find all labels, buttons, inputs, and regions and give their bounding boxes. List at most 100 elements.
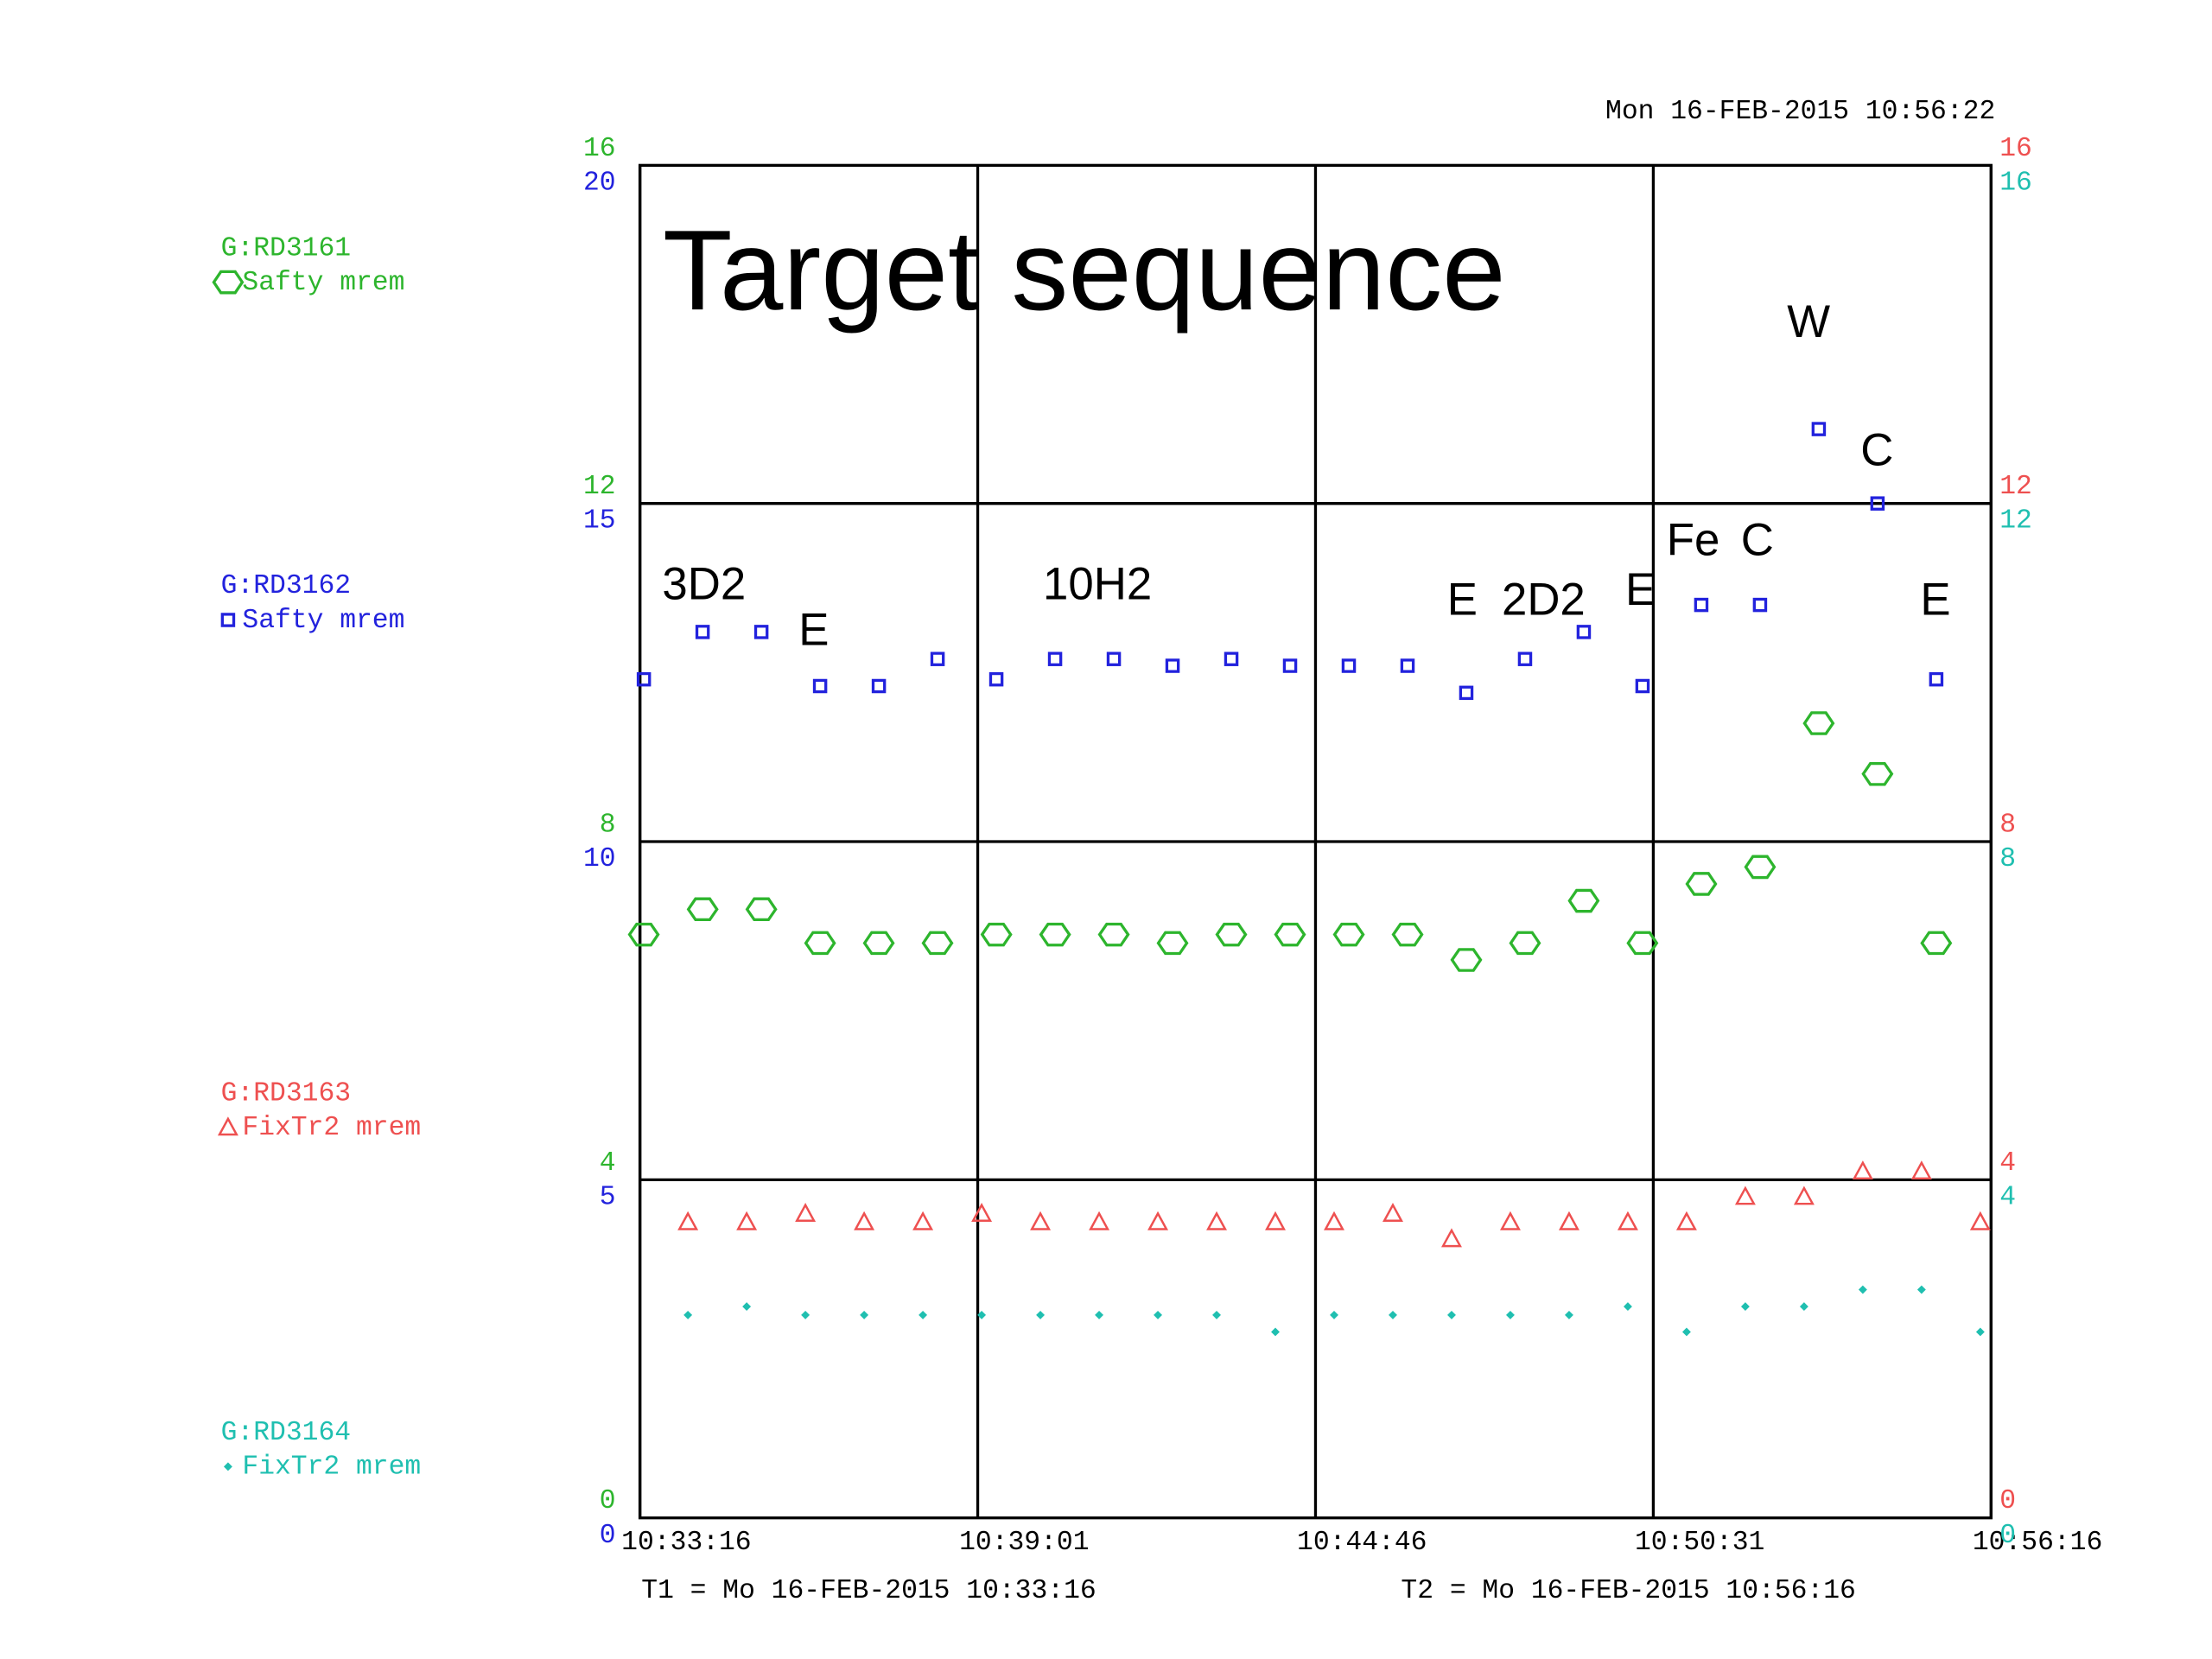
y-tick-label: 12 (583, 472, 616, 502)
x-tick-label: 10:33:16 (621, 1528, 751, 1558)
marker-square (1459, 685, 1474, 701)
timestamp: Mon 16-FEB-2015 10:56:22 (1605, 97, 1995, 127)
marker-square (1341, 658, 1357, 673)
annotation: W (1787, 296, 1830, 347)
marker-diamond (1271, 1327, 1280, 1337)
marker-hexagon (862, 931, 895, 956)
y-tick-label: 10 (583, 844, 616, 874)
marker-hexagon (1861, 761, 1894, 786)
marker-triangle (1852, 1160, 1873, 1180)
marker-hexagon (1509, 931, 1541, 956)
marker-hexagon (686, 897, 719, 922)
marker-triangle (1910, 1160, 1932, 1180)
marker-diamond (1916, 1285, 1926, 1294)
marker-diamond (1506, 1310, 1515, 1319)
marker-diamond (860, 1310, 869, 1319)
marker-hexagon (1039, 922, 1071, 947)
annotation: E (1920, 575, 1950, 626)
y-tick-label: 5 (600, 1182, 616, 1212)
marker-diamond (801, 1310, 810, 1319)
y-tick-label: 12 (1999, 506, 2032, 537)
marker-diamond (977, 1310, 987, 1319)
legend-marker (217, 1116, 238, 1136)
marker-square (1224, 652, 1239, 666)
marker-diamond (1095, 1310, 1104, 1319)
marker-diamond (1036, 1310, 1046, 1319)
marker-triangle (1969, 1211, 1991, 1230)
marker-triangle (1030, 1211, 1052, 1230)
marker-square (1047, 652, 1063, 666)
marker-square (812, 678, 828, 694)
marker-diamond (1389, 1310, 1397, 1319)
marker-square (1929, 671, 1944, 687)
y-tick-label: 0 (1999, 1521, 2016, 1551)
marker-diamond (918, 1310, 928, 1319)
y-tick-label: 15 (583, 506, 616, 537)
y-tick-label: 4 (1999, 1148, 2016, 1179)
annotation: E (1625, 564, 1656, 615)
marker-hexagon (921, 931, 954, 956)
marker-diamond (1565, 1310, 1573, 1319)
marker-square (1752, 597, 1768, 613)
marker-triangle (1206, 1211, 1228, 1230)
x-tick-label: 10:44:46 (1297, 1528, 1427, 1558)
marker-diamond (1858, 1285, 1867, 1294)
marker-diamond (1681, 1327, 1691, 1337)
legend-name: G:RD3164 (221, 1418, 351, 1448)
marker-hexagon (745, 897, 778, 922)
legend-name: G:RD3163 (221, 1078, 351, 1109)
marker-square (1165, 658, 1180, 673)
marker-triangle (736, 1211, 758, 1230)
legend-unit: Safty mrem (242, 268, 404, 298)
legend-unit: Safty mrem (242, 606, 404, 636)
marker-triangle (1265, 1211, 1286, 1230)
marker-square (1106, 652, 1122, 666)
marker-hexagon (1097, 922, 1130, 947)
chart-title: Target sequence (663, 207, 1506, 334)
marker-diamond (1975, 1327, 1985, 1337)
marker-hexagon (1156, 931, 1189, 956)
y-tick-label: 0 (1999, 1486, 2016, 1516)
y-tick-label: 8 (1999, 810, 2016, 841)
marker-triangle (1617, 1211, 1638, 1230)
y-tick-label: 16 (583, 134, 616, 164)
marker-square (1694, 597, 1709, 613)
marker-triangle (795, 1203, 817, 1222)
annotation: Fe (1667, 514, 1720, 565)
marker-diamond (1330, 1310, 1338, 1319)
marker-triangle (1558, 1211, 1580, 1230)
marker-hexagon (1567, 888, 1600, 913)
legend-unit: FixTr2 mrem (242, 1452, 421, 1483)
t1-label: T1 = Mo 16-FEB-2015 10:33:16 (641, 1576, 1096, 1606)
marker-hexagon (1685, 872, 1718, 896)
marker-hexagon (1626, 931, 1659, 956)
legend-marker (223, 1462, 232, 1471)
marker-triangle (677, 1211, 699, 1230)
marker-square (1635, 678, 1650, 694)
marker-square (1870, 496, 1885, 511)
legend-name: G:RD3162 (221, 571, 351, 601)
marker-square (753, 625, 769, 639)
marker-hexagon (1920, 931, 1953, 956)
y-tick-label: 0 (600, 1486, 616, 1516)
marker-square (1400, 658, 1415, 673)
y-tick-label: 8 (600, 810, 616, 841)
y-tick-label: 8 (1999, 844, 2016, 874)
marker-triangle (1147, 1211, 1169, 1230)
legend-name: G:RD3161 (221, 233, 351, 264)
x-tick-label: 10:39:01 (959, 1528, 1089, 1558)
x-tick-label: 10:56:16 (1973, 1528, 2102, 1558)
marker-hexagon (1744, 855, 1777, 880)
y-tick-label: 20 (583, 168, 616, 198)
marker-hexagon (804, 931, 836, 956)
y-tick-label: 4 (600, 1148, 616, 1179)
marker-triangle (1675, 1211, 1697, 1230)
marker-triangle (1440, 1228, 1462, 1248)
marker-diamond (1212, 1310, 1221, 1319)
marker-triangle (854, 1211, 875, 1230)
marker-diamond (1623, 1302, 1632, 1312)
marker-diamond (742, 1302, 752, 1312)
marker-diamond (1447, 1310, 1456, 1319)
